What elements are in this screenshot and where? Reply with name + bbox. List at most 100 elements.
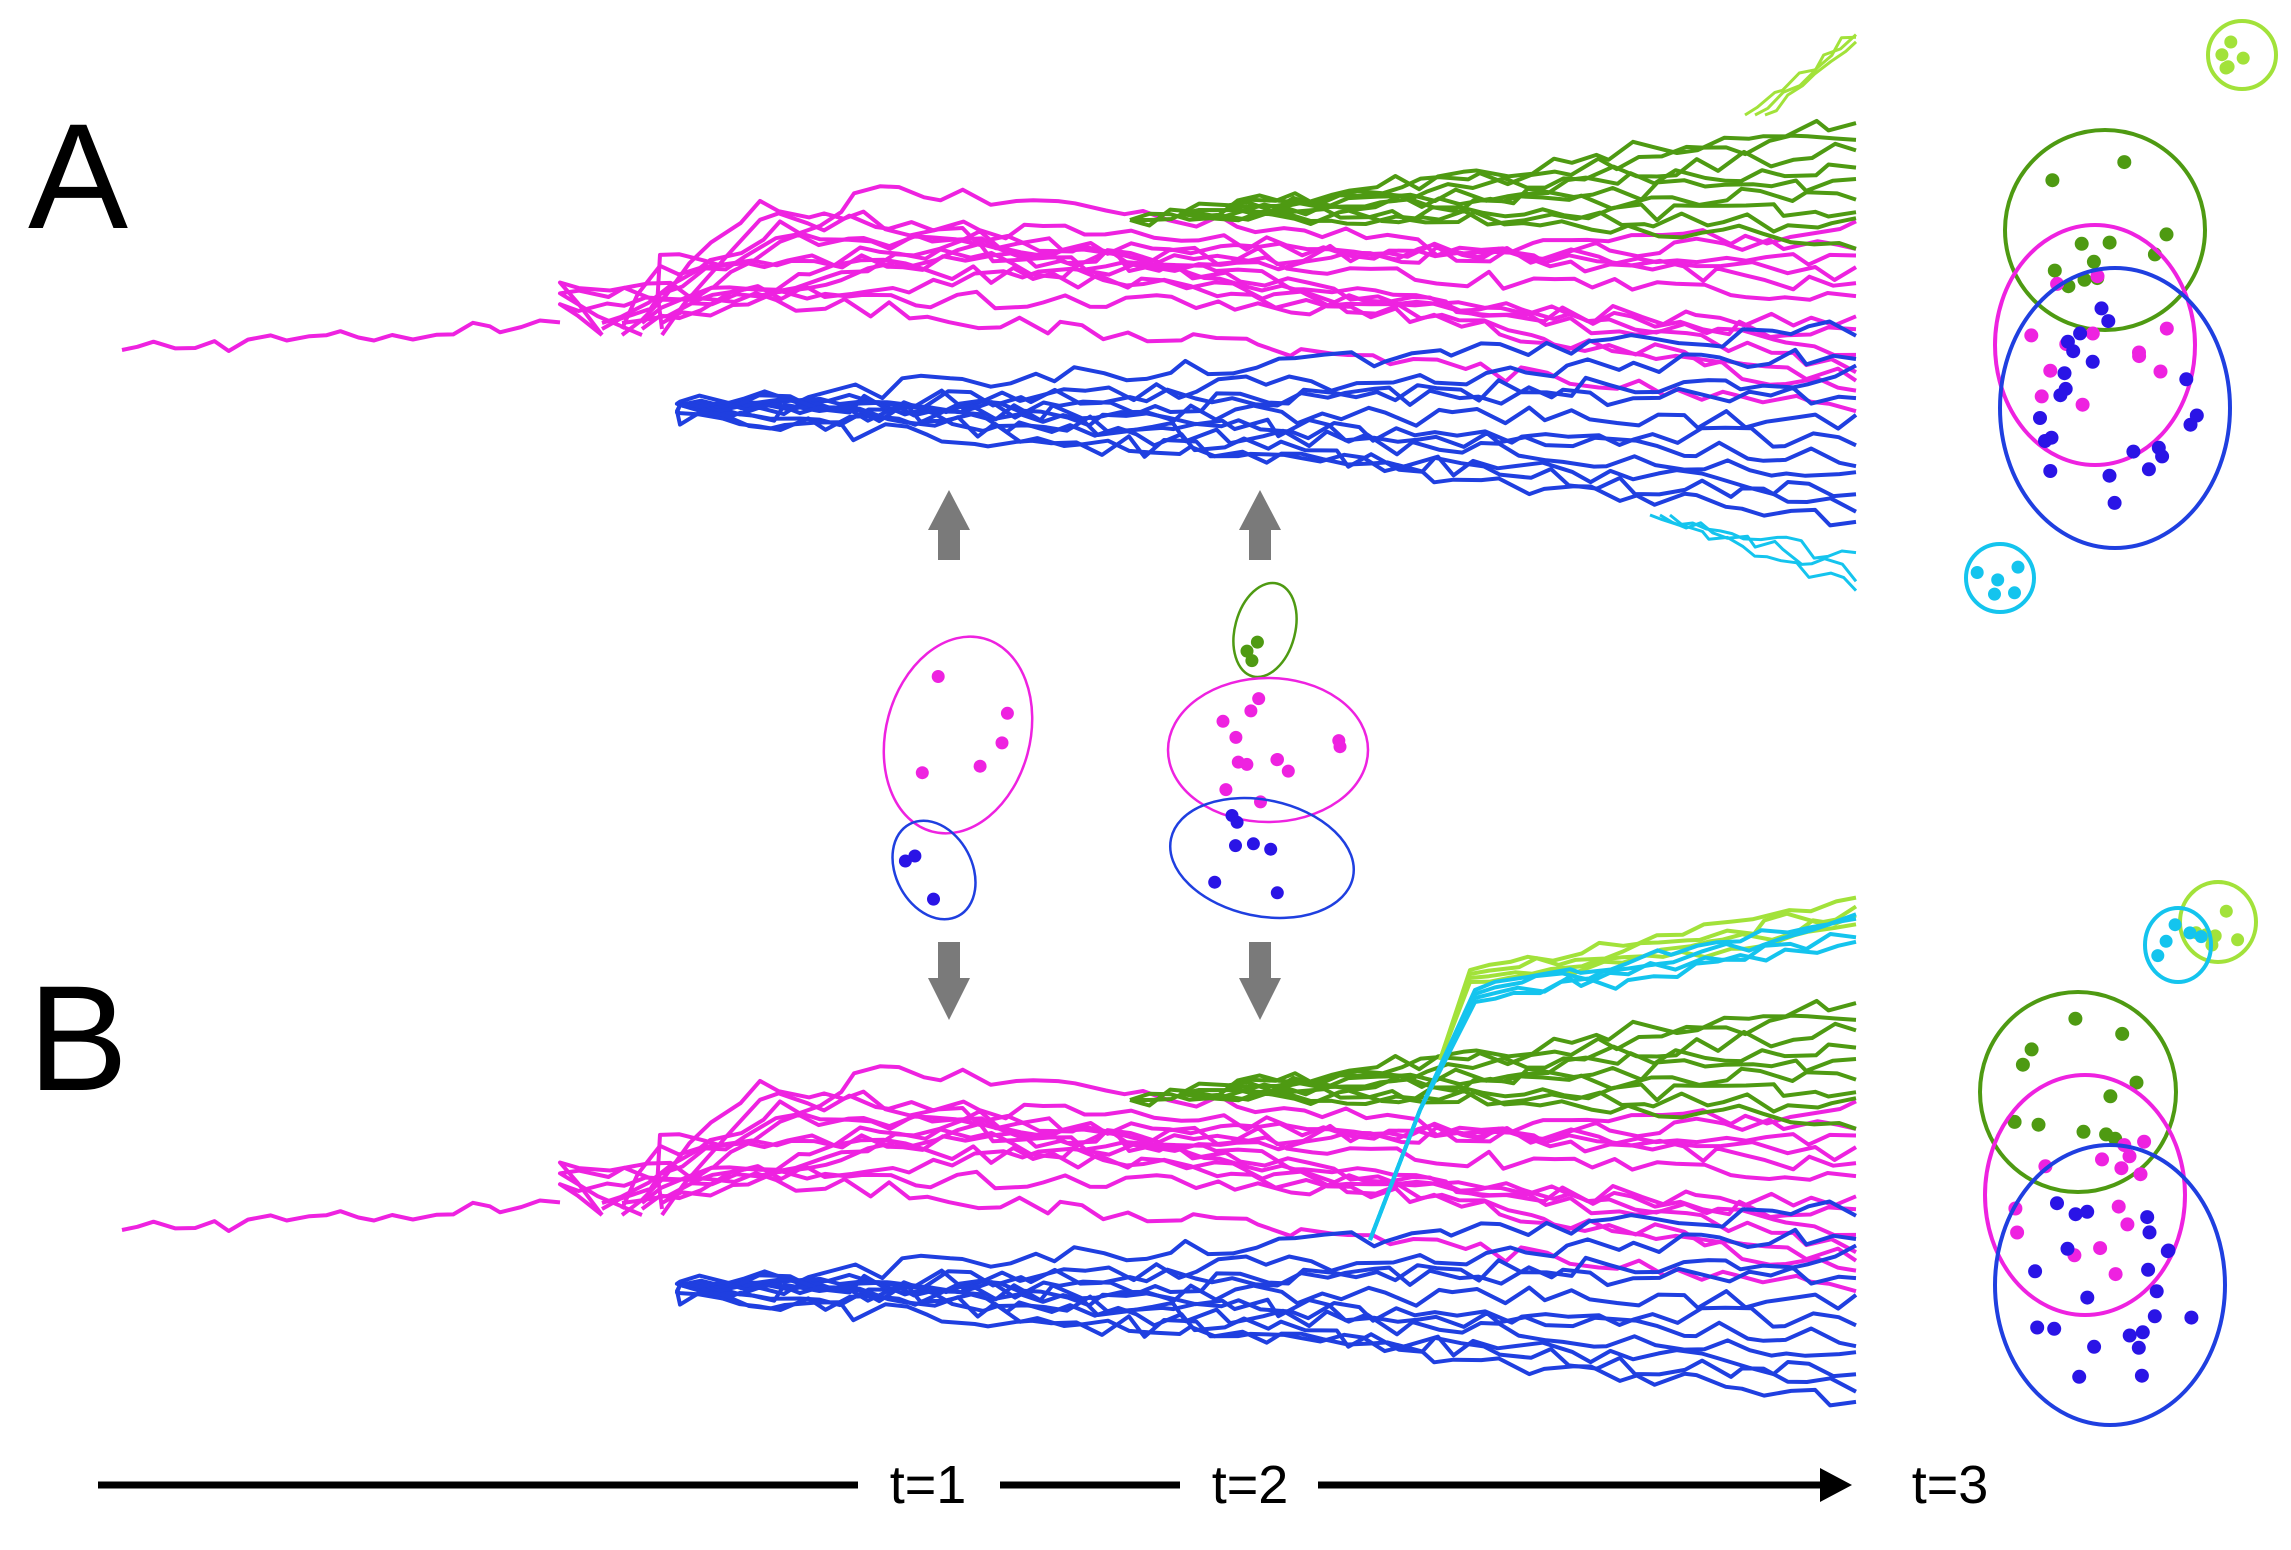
cluster-t1-blue-outline — [891, 819, 977, 921]
final-cluster-a-blue-dot — [2094, 301, 2109, 316]
final-cluster-a-magenta-dot — [2024, 328, 2039, 343]
final-cluster-b-blue-dot — [2087, 1339, 2102, 1354]
final-cluster-a-cyan-dot — [2011, 560, 2025, 574]
final-cluster-b-magenta-dot — [2095, 1152, 2109, 1167]
final-cluster-a-lime-dot — [2236, 51, 2250, 65]
trajectory-blue — [679, 1273, 1857, 1394]
final-cluster-b-lime — [2178, 880, 2258, 964]
cluster-t2-magenta-dot — [1281, 764, 1295, 778]
trajectories-panel-b — [121, 895, 1858, 1408]
cluster-t2-blue-dot — [1246, 837, 1260, 851]
final-cluster-a-blue-dot — [2155, 449, 2170, 464]
final-cluster-b-green-dot — [2076, 1124, 2091, 1139]
final-cluster-b-blue-dot — [2122, 1328, 2137, 1343]
final-cluster-b-magenta-dot — [2137, 1134, 2152, 1149]
final-cluster-a-blue-dot — [2033, 411, 2047, 425]
cluster-t2-blue-dot — [1264, 842, 1278, 856]
cluster-t2-green-outline — [1232, 581, 1298, 679]
trajectory-green — [1130, 202, 1857, 226]
final-cluster-b-blue-dot — [2030, 1320, 2045, 1335]
final-cluster-b-blue-dot — [2028, 1264, 2043, 1279]
trajectory-magenta — [620, 236, 1857, 330]
final-cluster-b-blue-dot — [2184, 1310, 2199, 1325]
cluster-t2-magenta-dot — [1216, 714, 1230, 728]
arrow-down-t2-icon — [1239, 942, 1281, 1020]
cluster-t2-blue-outline — [1168, 796, 1356, 920]
final-cluster-a-lime-dot — [2221, 60, 2235, 74]
final-cluster-b-blue-dot — [2141, 1262, 2156, 1277]
final-cluster-a-cyan-outline — [1964, 542, 2036, 614]
cluster-t1-magenta-dot — [973, 759, 987, 773]
cluster-t2-green — [1232, 581, 1298, 679]
final-cluster-a-magenta-outline — [1993, 223, 2197, 467]
final-cluster-b-blue-dot — [2142, 1225, 2157, 1240]
trajectory-magenta — [640, 1125, 1858, 1263]
final-cluster-a-green-dot — [2045, 173, 2060, 188]
final-cluster-a-blue-dot — [2057, 366, 2072, 381]
final-cluster-a-cyan-dot — [1970, 566, 1984, 579]
trajectory-blue — [679, 401, 1857, 478]
trajectory-magenta — [558, 285, 1857, 337]
panel-label-a: A — [28, 92, 128, 260]
cluster-t1-magenta-dot — [995, 736, 1009, 750]
cluster-t2-magenta-dot — [1252, 692, 1266, 706]
cluster-t2-blue — [1168, 796, 1356, 920]
final-cluster-b-blue-dot — [2140, 1210, 2155, 1225]
final-cluster-a-blue — [1998, 266, 2232, 550]
final-cluster-a-blue-dot — [2102, 468, 2117, 483]
trajectory-green — [1229, 1021, 1857, 1090]
trajectory-trunk — [121, 318, 561, 353]
final-cluster-b-green-dot — [2015, 1057, 2030, 1072]
arrow-up-t1-icon — [928, 490, 970, 560]
final-cluster-b-lime-outline — [2178, 880, 2258, 964]
final-cluster-b-lime-dot — [2231, 933, 2245, 947]
final-cluster-b-lime-dot — [2219, 904, 2233, 918]
final-cluster-a-magenta-dot — [2132, 349, 2147, 364]
trajectory-cyan — [1659, 513, 1858, 583]
final-cluster-b-magenta-dot — [2111, 1199, 2126, 1214]
trajectory-green — [1129, 998, 1857, 1108]
trajectory-magenta — [660, 211, 1858, 337]
final-cluster-b-green-dot — [2115, 1026, 2130, 1041]
final-cluster-b-blue-dot — [2068, 1207, 2083, 1222]
final-cluster-a-blue-dot — [2043, 464, 2058, 478]
cluster-t2-magenta-outline — [1166, 676, 1370, 824]
final-cluster-b-blue-dot — [2131, 1340, 2146, 1355]
final-cluster-b-green-dot — [2007, 1114, 2022, 1129]
trajectory-magenta — [558, 280, 1857, 414]
final-cluster-a-cyan-dot — [1991, 573, 2005, 587]
cluster-t2-magenta-dot — [1219, 783, 1233, 797]
final-cluster-b-blue-dot — [2047, 1321, 2062, 1336]
final-cluster-a-lime-dot — [2215, 48, 2229, 62]
trajectory-lime — [1438, 895, 1857, 1061]
cluster-t1-blue-dot — [908, 849, 922, 863]
final-cluster-a-cyan-dot — [2008, 586, 2021, 600]
arrow-up-t2-icon — [1239, 490, 1281, 560]
final-cluster-b-green-dot — [2031, 1117, 2046, 1132]
panel-label-b: B — [28, 954, 128, 1122]
final-cluster-a-green-dot — [2047, 263, 2062, 278]
trajectory-green — [1229, 141, 1857, 210]
trajectory-green — [1129, 118, 1857, 228]
final-cluster-b-cyan-dot — [2194, 930, 2208, 944]
final-cluster-a-magenta-dot — [2043, 363, 2058, 378]
final-cluster-a-green-dot — [2074, 236, 2089, 251]
final-cluster-a-blue-dot — [2073, 326, 2088, 341]
trajectory-cyan — [1368, 939, 1857, 1241]
final-cluster-b-green — [1978, 990, 2178, 1194]
final-cluster-b-blue-dot — [2149, 1284, 2164, 1299]
final-cluster-a-blue-dot — [2038, 434, 2052, 448]
trajectory-blue — [679, 400, 1857, 528]
trajectories-panel-a — [121, 33, 1858, 592]
final-cluster-a-blue-outline — [1998, 266, 2232, 550]
trajectory-magenta — [620, 1116, 1857, 1210]
trajectory-magenta — [621, 241, 1857, 325]
final-cluster-b-magenta-dot — [2120, 1217, 2135, 1232]
arrow-down-t1-icon — [928, 942, 970, 1020]
final-cluster-b-blue — [1993, 1143, 2227, 1427]
final-cluster-b-green-dot — [2068, 1011, 2083, 1026]
trajectory-blue — [679, 1273, 1857, 1349]
final-cluster-b-green-outline — [1978, 990, 2178, 1194]
final-cluster-b-magenta-dot — [2010, 1225, 2025, 1240]
cluster-t2-green-dot — [1250, 635, 1264, 649]
